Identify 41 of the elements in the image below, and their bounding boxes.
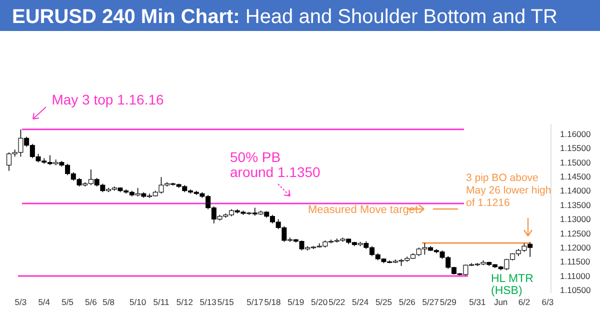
y-tick-label: 1.10500: [560, 285, 591, 296]
x-tick-label: 5/26: [398, 297, 416, 307]
x-tick-label: 5/13: [200, 297, 217, 307]
y-tick-label: 1.15500: [560, 143, 591, 154]
x-tick-label: 5/3: [14, 297, 27, 307]
x-tick-label: 5/31: [469, 297, 486, 307]
y-tick-label: 1.11000: [560, 270, 590, 281]
x-tick-label: 5/10: [130, 297, 146, 307]
annotation: May 3 top 1.16.16: [52, 91, 164, 108]
x-tick-label: 5/17: [246, 297, 264, 307]
x-tick-label: 5/4: [38, 297, 50, 307]
x-tick-label: 5/20: [311, 297, 328, 307]
x-tick-label: 5/19: [288, 297, 304, 307]
y-tick-label: 1.13000: [560, 214, 591, 224]
x-tick-label: 6/2: [518, 297, 530, 307]
x-tick-label: 5/11: [153, 297, 170, 307]
y-tick-label: 1.16000: [560, 128, 591, 139]
x-tick-label: Jun: [494, 297, 508, 307]
x-tick-label: 5/24: [352, 297, 369, 307]
chart-title: EURUSD 240 Min Chart: Head and Shoulder Bottom and TR: [12, 6, 558, 28]
x-tick-label: 5/8: [102, 297, 115, 307]
y-tick-label: 1.15000: [560, 157, 591, 168]
y-tick-label: 1.12500: [560, 228, 591, 238]
x-tick-label: 5/15: [217, 297, 234, 307]
x-tick-label: 5/18: [264, 297, 282, 307]
x-tick-label: 5/12: [176, 297, 194, 307]
annotation: HL MTR (HSB): [491, 273, 534, 297]
x-tick-label: 5/6: [85, 297, 98, 307]
x-tick-label: 5/5: [62, 297, 74, 307]
x-tick-label: 5/22: [328, 297, 346, 307]
y-tick-label: 1.14500: [560, 172, 591, 182]
y-tick-label: 1.12000: [560, 242, 591, 253]
x-tick-label: 5/25: [375, 297, 392, 307]
annotation: 50% PB around 1.1350: [230, 149, 321, 180]
x-tick-label: 6/3: [542, 297, 554, 307]
y-tick-label: 1.11500: [560, 256, 590, 267]
annotation: 3 pip BO above May 26 lower high of 1.1216: [466, 172, 552, 209]
y-tick-label: 1.14000: [560, 186, 591, 196]
x-tick-label: 5/29: [440, 297, 457, 307]
x-tick-label: 5/27: [422, 297, 440, 307]
y-tick-label: 1.13500: [560, 200, 591, 210]
